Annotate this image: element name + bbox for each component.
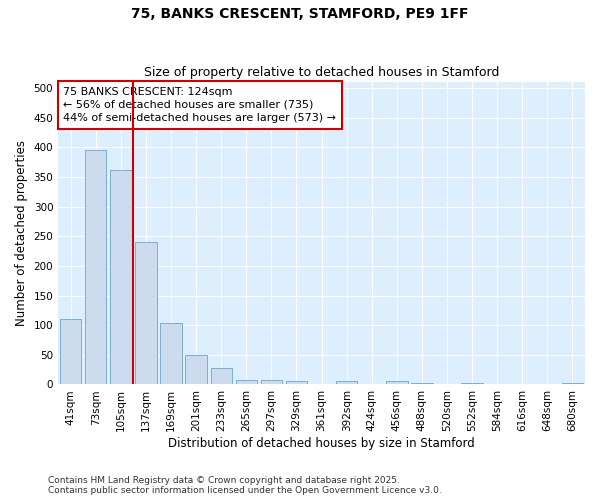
Bar: [110, 170, 131, 384]
Bar: [336, 381, 358, 384]
Bar: [261, 380, 282, 384]
Bar: [286, 382, 307, 384]
X-axis label: Distribution of detached houses by size in Stamford: Distribution of detached houses by size …: [168, 437, 475, 450]
Y-axis label: Number of detached properties: Number of detached properties: [15, 140, 28, 326]
Bar: [85, 150, 106, 384]
Title: Size of property relative to detached houses in Stamford: Size of property relative to detached ho…: [144, 66, 499, 80]
Text: 75, BANKS CRESCENT, STAMFORD, PE9 1FF: 75, BANKS CRESCENT, STAMFORD, PE9 1FF: [131, 8, 469, 22]
Bar: [160, 324, 182, 384]
Bar: [236, 380, 257, 384]
Bar: [136, 242, 157, 384]
Bar: [386, 381, 407, 384]
Bar: [185, 355, 207, 384]
Text: Contains HM Land Registry data © Crown copyright and database right 2025.
Contai: Contains HM Land Registry data © Crown c…: [48, 476, 442, 495]
Bar: [60, 319, 82, 384]
Bar: [211, 368, 232, 384]
Text: 75 BANKS CRESCENT: 124sqm
← 56% of detached houses are smaller (735)
44% of semi: 75 BANKS CRESCENT: 124sqm ← 56% of detac…: [64, 86, 337, 123]
